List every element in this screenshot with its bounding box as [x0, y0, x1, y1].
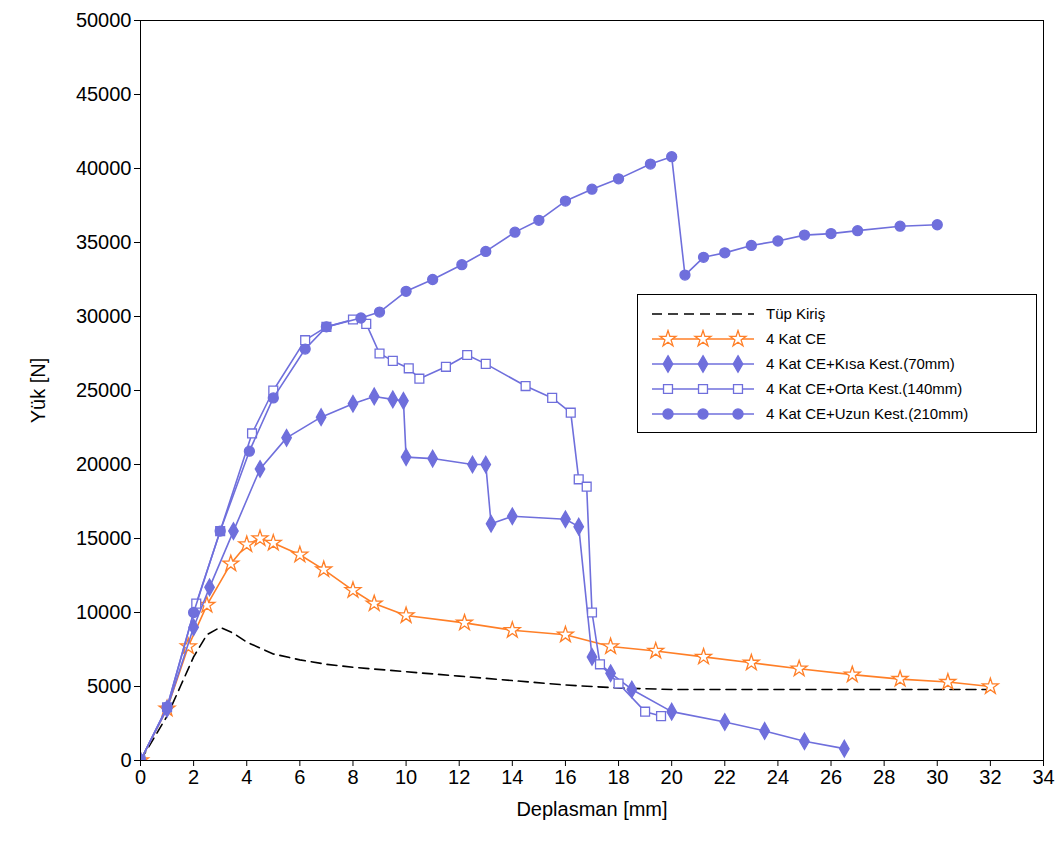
svg-text:5000: 5000: [87, 675, 132, 697]
svg-text:22: 22: [714, 766, 736, 788]
svg-text:0: 0: [120, 749, 131, 771]
html-text:4 Kat CE+Orta Kest.(140mm): 4 Kat CE+Orta Kest.(140mm): [766, 380, 963, 397]
svg-text:40000: 40000: [76, 157, 132, 179]
svg-text:12: 12: [448, 766, 470, 788]
svg-text:26: 26: [820, 766, 842, 788]
svg-text:6: 6: [294, 766, 305, 788]
svg-text:18: 18: [607, 766, 629, 788]
html-text:4 Kat CE+Uzun Kest.(210mm): 4 Kat CE+Uzun Kest.(210mm): [766, 405, 969, 422]
svg-text:20: 20: [661, 766, 683, 788]
svg-text:45000: 45000: [76, 83, 132, 105]
svg-text:8: 8: [347, 766, 358, 788]
svg-text:34: 34: [1032, 766, 1054, 788]
html-text:Tüp Kiriş: Tüp Kiriş: [766, 305, 826, 322]
svg-text:Deplasman [mm]: Deplasman [mm]: [516, 798, 667, 820]
svg-text:25000: 25000: [76, 379, 132, 401]
svg-text:10: 10: [395, 766, 417, 788]
svg-text:4: 4: [241, 766, 252, 788]
svg-text:24: 24: [767, 766, 789, 788]
svg-text:15000: 15000: [76, 527, 132, 549]
svg-text:28: 28: [873, 766, 895, 788]
svg-text:32: 32: [979, 766, 1001, 788]
svg-text:0: 0: [135, 766, 146, 788]
svg-text:14: 14: [501, 766, 523, 788]
svg-text:30: 30: [926, 766, 948, 788]
html-text:4 Kat CE+Kısa Kest.(70mm): 4 Kat CE+Kısa Kest.(70mm): [766, 355, 955, 372]
svg-text:30000: 30000: [76, 305, 132, 327]
html-text:4 Kat CE: 4 Kat CE: [766, 330, 826, 347]
svg-text:10000: 10000: [76, 601, 132, 623]
svg-text:16: 16: [554, 766, 576, 788]
svg-text:50000: 50000: [76, 9, 132, 31]
svg-text:Yük [N]: Yük [N]: [27, 358, 49, 424]
svg-text:20000: 20000: [76, 453, 132, 475]
svg-text:2: 2: [188, 766, 199, 788]
svg-text:35000: 35000: [76, 231, 132, 253]
